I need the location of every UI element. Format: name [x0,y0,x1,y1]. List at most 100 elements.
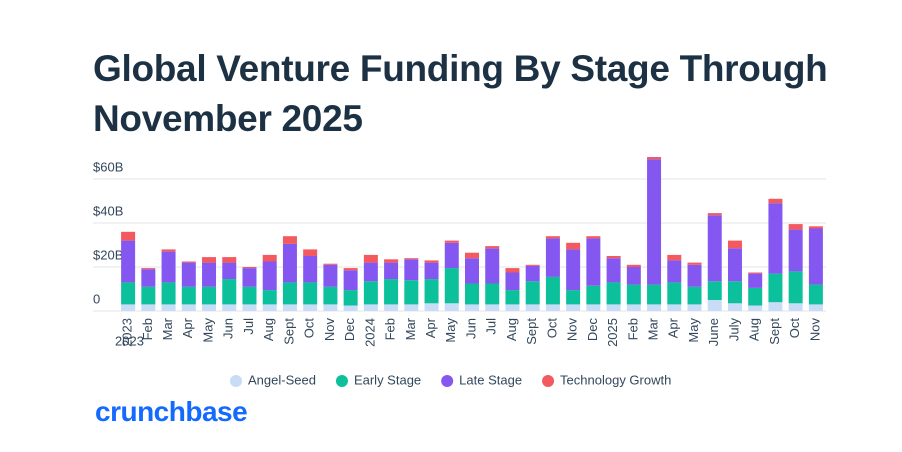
bar-segment [242,268,257,287]
bar-segment [444,268,459,304]
bar-segment [566,304,581,311]
bar-segment [181,262,196,287]
bar-segment [768,273,783,303]
y-tick-label: $60B [93,159,123,174]
y-tick-label: $40B [93,203,123,218]
bar-segment [505,304,520,311]
bar-segment [687,286,702,305]
bar-segment [566,242,581,250]
bar-segment [667,260,682,283]
legend-swatch [335,375,348,387]
bar-segment [707,213,722,216]
bar-segment [424,260,439,263]
bar-segment [262,290,277,305]
bar-segment [465,304,479,311]
bar-segment [323,263,338,265]
bar-segment [485,246,500,249]
legend-label: Early Stage [354,372,421,387]
x-tick-label: Jun [221,318,236,339]
y-tick-label: $20B [93,247,123,262]
bar-segment [586,304,601,311]
bar-segment [667,254,682,261]
bar-segment [465,283,479,305]
x-tick-label: Jul [484,318,499,335]
bar-segment [343,268,358,271]
bar-segment [748,273,763,288]
bar-segment [222,262,237,280]
bar-segment [242,286,257,305]
bar-segment [404,304,419,311]
bar-segment [202,257,217,263]
x-tick-label: Nov [565,318,580,342]
bar-segment [181,304,196,311]
x-tick-label: Mar [160,317,175,340]
bar-segment [202,304,217,311]
bar-segment [181,286,196,305]
bar-segment [222,304,237,311]
bar-segment [566,249,581,291]
legend-label: Technology Growth [560,372,671,387]
legend-label: Late Stage [459,372,522,387]
x-tick-label: Jun [463,318,478,339]
x-tick-label: Mar [403,317,418,340]
bar-segment [363,262,378,282]
bar-segment [424,279,439,304]
bar-segment [141,268,156,270]
bar-segment [141,269,156,287]
bar-segment [323,304,338,311]
bar-segment [707,215,722,282]
bar-segment [788,224,803,230]
bar-segment [485,283,500,305]
bar-segment [687,304,702,311]
source-logo: crunchbase [95,396,248,427]
x-tick-label: Aug [261,318,276,341]
bar-segment [282,304,297,311]
bar-segment [282,243,297,283]
bar-segment [788,271,803,304]
bar-segment [444,303,459,311]
bar-segment [384,304,399,311]
bar-segment [566,290,581,305]
x-tick-label: Aug [504,318,519,341]
bar-segment [687,262,702,265]
bar-segment [808,228,823,285]
x-tick-label: Aug [747,318,762,341]
x-tick-label: Apr [666,317,681,338]
bar-segment [465,252,479,259]
bar-segment [545,276,560,305]
bar-segment [343,305,358,311]
bar-segment [262,261,277,291]
x-tick-label: 2025 [605,318,620,347]
bar-segment [141,304,156,311]
bar-segment [647,159,662,285]
x-tick-label: July [726,318,741,342]
bar-segment [808,226,823,229]
bar-segment [384,259,399,263]
bar-segment [202,262,217,287]
bar-segment [586,285,601,305]
bar-segment [727,303,742,311]
bar-segment [181,261,196,263]
bar-segment [222,279,237,305]
bar-segment [788,229,803,272]
bar-segment [727,248,742,282]
bar-segment [707,300,722,311]
bar-segment [626,267,641,285]
bar-segment [161,282,176,305]
x-tick-label: Feb [383,318,398,340]
x-tick-label: Nov [322,318,337,342]
x-tick-label: Dec [585,318,600,342]
bar-segment [444,242,459,269]
bar-segment [748,272,763,274]
bar-segment [505,290,520,305]
bar-segment [545,238,560,277]
bar-segment [121,240,136,283]
bar-segment [242,304,257,311]
bar-segment [485,304,500,311]
bar-segment [525,264,540,266]
bar-segment [586,236,601,239]
bar-segment [323,264,338,287]
x-tick-label: Oct [302,318,317,339]
bar-segment [667,282,682,305]
